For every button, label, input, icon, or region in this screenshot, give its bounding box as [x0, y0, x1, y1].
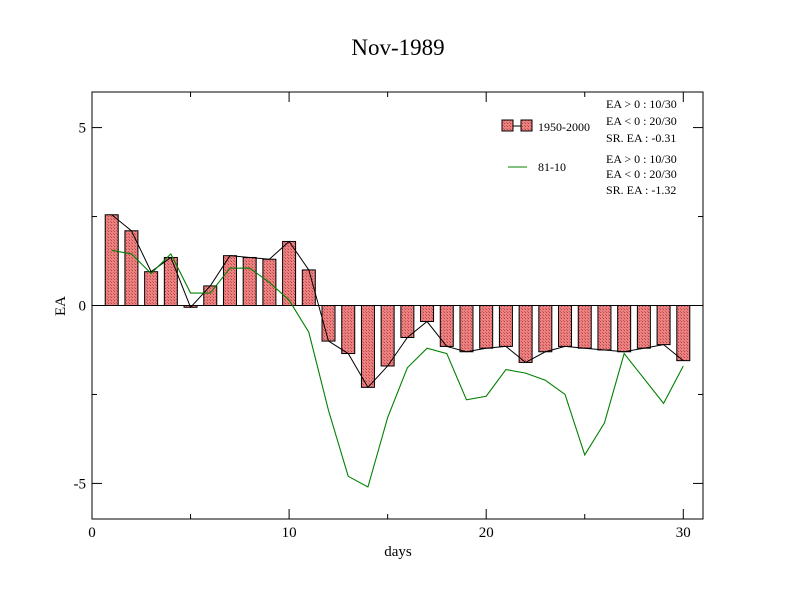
bar — [597, 305, 612, 351]
chart-title: Nov-1989 — [351, 35, 444, 60]
legend-label-81-10: 81-10 — [538, 160, 566, 174]
bar — [518, 305, 533, 363]
bar — [380, 305, 395, 367]
bar — [341, 305, 356, 355]
bar — [400, 305, 415, 339]
bar — [577, 305, 592, 349]
y-tick-label: 0 — [79, 299, 87, 315]
bar — [656, 305, 671, 346]
bar — [498, 305, 513, 347]
x-tick-label: 20 — [479, 525, 494, 541]
legend: 1950-2000 81-10 EA > 0 : 10/30 EA < 0 : … — [501, 97, 677, 197]
y-axis-label: EA — [53, 296, 69, 316]
legend-bar-swatch-right — [520, 119, 533, 132]
y-tick-label: -5 — [74, 476, 87, 492]
bar — [459, 305, 474, 353]
legend-stat: EA < 0 : 20/30 — [606, 114, 677, 128]
legend-bar-swatch-left — [501, 119, 514, 132]
bar — [558, 305, 573, 347]
bar — [104, 214, 119, 306]
legend-stat: EA > 0 : 10/30 — [606, 152, 677, 166]
line-81-10 — [111, 249, 684, 488]
bar — [538, 305, 553, 353]
legend-stat: EA > 0 : 10/30 — [606, 97, 677, 111]
bar — [636, 305, 651, 349]
bar-connector-line — [111, 214, 684, 389]
bar — [203, 285, 218, 307]
bar — [479, 305, 494, 349]
bar — [242, 256, 257, 306]
line-series-81-10 — [111, 249, 684, 488]
legend-label-1950-2000: 1950-2000 — [538, 120, 590, 134]
bar — [676, 305, 691, 362]
axis-ticks: 0 10 20 30 -5 0 5 — [74, 92, 703, 541]
bar — [124, 230, 139, 306]
bar-series-1950-2000 — [104, 214, 691, 388]
bar-top-line — [111, 214, 684, 389]
bar — [617, 305, 632, 353]
legend-stat: SR. EA : -1.32 — [606, 183, 676, 197]
legend-stat: EA < 0 : 20/30 — [606, 167, 677, 181]
x-axis-label: days — [384, 544, 412, 560]
bar — [163, 256, 178, 306]
bar — [144, 271, 159, 306]
legend-stat: SR. EA : -0.31 — [606, 131, 676, 145]
x-tick-label: 0 — [88, 525, 96, 541]
y-tick-label: 5 — [79, 121, 87, 137]
x-tick-label: 30 — [676, 525, 691, 541]
x-tick-label: 10 — [282, 525, 297, 541]
bar — [360, 305, 375, 388]
bar — [420, 305, 435, 323]
